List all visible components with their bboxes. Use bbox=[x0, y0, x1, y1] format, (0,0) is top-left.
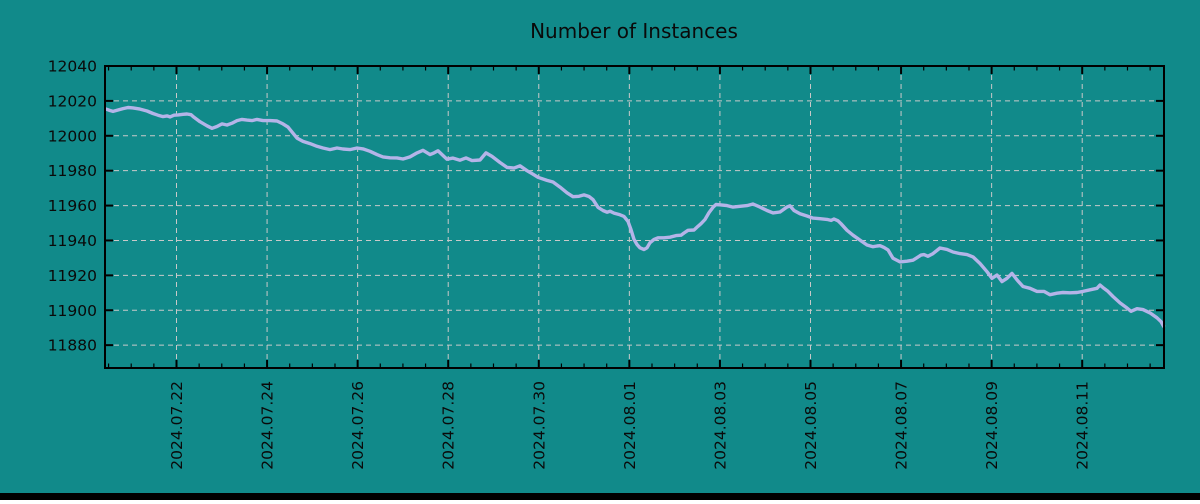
x-tick-label: 2024.08.03 bbox=[711, 381, 729, 470]
y-tick-label: 11980 bbox=[48, 162, 97, 180]
x-tick-label: 2024.07.22 bbox=[168, 381, 186, 470]
x-tick-label: 2024.07.24 bbox=[259, 381, 277, 470]
bottom-black-bar bbox=[0, 493, 1200, 500]
data-series bbox=[104, 105, 1166, 328]
plot-border bbox=[104, 65, 1165, 369]
axes-and-ticks bbox=[104, 65, 1165, 369]
x-tick-label: 2024.08.11 bbox=[1074, 381, 1092, 470]
y-tick-label: 11940 bbox=[48, 232, 97, 250]
series-line bbox=[104, 105, 1166, 328]
y-tick-label: 11920 bbox=[48, 267, 97, 285]
chart-title: Number of Instances bbox=[530, 19, 738, 43]
y-tick-label: 12040 bbox=[48, 58, 97, 76]
x-tick-label: 2024.07.28 bbox=[440, 381, 458, 470]
y-tick-label: 12000 bbox=[48, 127, 97, 145]
y-tick-label: 11900 bbox=[48, 302, 97, 320]
axis-labels: 12040 12020 12000 11980 11960 11940 11920 11900… bbox=[48, 58, 1092, 470]
y-tick-label: 11960 bbox=[48, 197, 97, 215]
x-tick-label: 2024.08.09 bbox=[983, 381, 1001, 470]
x-tick-label: 2024.08.07 bbox=[893, 381, 911, 470]
x-tick-label: 2024.07.30 bbox=[530, 381, 548, 470]
y-tick-label: 12020 bbox=[48, 92, 97, 110]
y-tick-label: 11880 bbox=[48, 337, 97, 355]
x-tick-label: 2024.08.05 bbox=[802, 381, 820, 470]
x-tick-label: 2024.08.01 bbox=[621, 381, 639, 470]
x-tick-label: 2024.07.26 bbox=[349, 381, 367, 470]
